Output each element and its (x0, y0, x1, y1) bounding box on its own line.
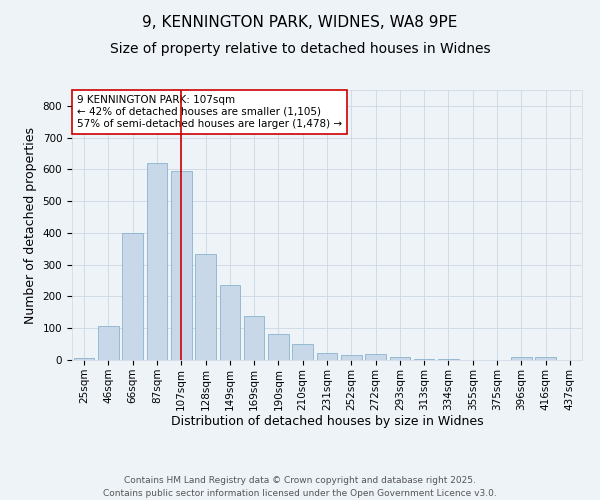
Bar (535, 358, 556, 360)
Bar (268, 334, 289, 360)
Text: Contains HM Land Registry data © Crown copyright and database right 2025.
Contai: Contains HM Land Registry data © Crown c… (103, 476, 497, 498)
Bar (341, 355, 362, 360)
X-axis label: Distribution of detached houses by size in Widnes: Distribution of detached houses by size … (170, 416, 484, 428)
Bar (146, 163, 167, 360)
Y-axis label: Number of detached properties: Number of detached properties (24, 126, 37, 324)
Bar (122, 233, 143, 360)
Bar (292, 344, 313, 360)
Bar (317, 353, 337, 360)
Text: 9, KENNINGTON PARK, WIDNES, WA8 9PE: 9, KENNINGTON PARK, WIDNES, WA8 9PE (142, 15, 458, 30)
Bar (195, 254, 216, 360)
Bar (98, 326, 119, 360)
Bar (220, 284, 240, 360)
Bar (244, 316, 265, 360)
Text: Size of property relative to detached houses in Widnes: Size of property relative to detached ho… (110, 42, 490, 56)
Bar (414, 358, 434, 360)
Text: 9 KENNINGTON PARK: 107sqm
← 42% of detached houses are smaller (1,105)
57% of se: 9 KENNINGTON PARK: 107sqm ← 42% of detac… (77, 96, 342, 128)
Bar (171, 171, 191, 360)
Bar (511, 358, 532, 360)
Bar (74, 358, 94, 360)
Bar (365, 354, 386, 360)
Bar (389, 358, 410, 360)
